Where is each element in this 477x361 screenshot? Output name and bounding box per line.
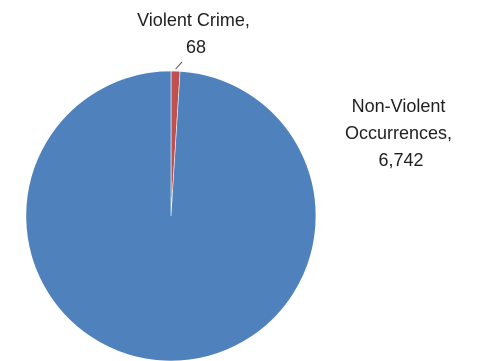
violent-crime-label-value: 68 (186, 37, 206, 57)
pie-slice-non-violent-occurrences (25, 70, 317, 361)
violent-crime-data-label: Violent Crime, 68 (137, 10, 255, 57)
violent-crime-label-category: Violent Crime, (137, 10, 250, 30)
non-violent-label-value: 6,742 (378, 150, 423, 170)
non-violent-label-line-2: Occurrences, (345, 123, 452, 143)
non-violent-label-line-1: Non-Violent (352, 96, 446, 116)
violent-crime-leader-line (175, 61, 183, 70)
pie-slices (25, 70, 317, 361)
non-violent-occurrences-data-label: Non-Violent Occurrences, 6,742 (345, 96, 457, 170)
